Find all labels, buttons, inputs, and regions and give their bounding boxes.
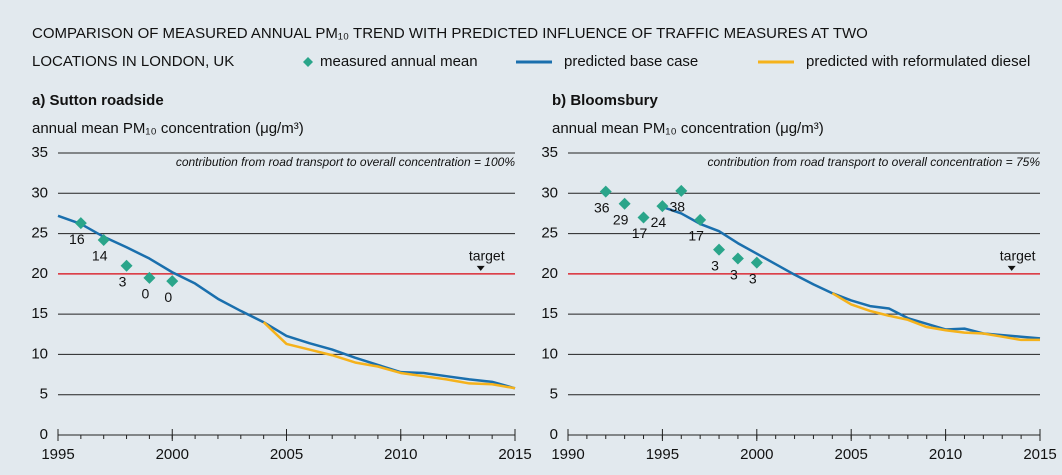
point-label: 0 (142, 286, 150, 302)
y-tick-label: 25 (541, 225, 558, 242)
data-point (97, 234, 110, 247)
point-label: 3 (119, 274, 127, 290)
point-label: 3 (711, 257, 719, 273)
x-tick-label: 2005 (270, 446, 303, 463)
data-point (656, 200, 669, 213)
data-point (143, 271, 156, 284)
x-tick-label: 2000 (156, 446, 189, 463)
y-tick-label: 5 (40, 386, 48, 403)
point-label: 38 (669, 199, 685, 215)
data-point (618, 197, 631, 210)
legend-label: predicted with reformulated diesel (806, 53, 1030, 70)
x-tick-label: 2015 (498, 446, 531, 463)
target-label: target (469, 248, 505, 264)
x-tick-label: 2005 (835, 446, 868, 463)
legend-label: predicted base case (564, 53, 698, 70)
point-label: 14 (92, 248, 108, 264)
series-line (262, 321, 516, 390)
y-tick-label: 30 (31, 184, 48, 201)
x-tick-label: 2000 (740, 446, 773, 463)
y-tick-label: 10 (541, 345, 558, 362)
chart-title: COMPARISON OF MEASURED ANNUAL PM₁₀ TREND… (32, 25, 868, 42)
target-label: target (1000, 248, 1036, 264)
data-point (166, 275, 179, 288)
y-tick-label: 0 (550, 426, 558, 443)
y-tick-label: 15 (541, 305, 558, 322)
legend-marker (303, 57, 313, 67)
y-tick-label: 20 (541, 265, 558, 282)
data-point (637, 211, 650, 224)
chart-title: LOCATIONS IN LONDON, UK (32, 53, 234, 70)
point-label: 3 (749, 270, 757, 286)
y-axis-label: annual mean PM₁₀ concentration (μg/m³) (552, 120, 824, 137)
y-tick-label: 20 (31, 265, 48, 282)
y-tick-label: 30 (541, 184, 558, 201)
panel-title: a) Sutton roadside (32, 92, 164, 109)
data-point (74, 217, 87, 230)
point-label: 29 (613, 211, 629, 227)
data-point (599, 185, 612, 198)
data-point (750, 256, 763, 269)
legend-label: measured annual mean (320, 53, 478, 70)
y-tick-label: 25 (31, 225, 48, 242)
data-point (120, 259, 133, 272)
point-label: 36 (594, 199, 610, 215)
x-tick-label: 1995 (646, 446, 679, 463)
point-label: 17 (688, 228, 704, 244)
y-tick-label: 10 (31, 345, 48, 362)
point-label: 3 (730, 266, 738, 282)
x-tick-label: 2015 (1023, 446, 1056, 463)
data-point (731, 252, 744, 265)
x-tick-label: 1995 (41, 446, 74, 463)
point-label: 16 (69, 231, 85, 247)
data-point (675, 184, 688, 197)
annotation: contribution from road transport to over… (707, 155, 1040, 169)
data-point (713, 243, 726, 256)
x-tick-label: 2010 (384, 446, 417, 463)
target-marker (1007, 265, 1016, 271)
y-tick-label: 35 (541, 144, 558, 161)
y-tick-label: 5 (550, 386, 558, 403)
point-label: 24 (651, 214, 667, 230)
series-line (661, 205, 1041, 340)
annotation: contribution from road transport to over… (176, 155, 516, 169)
x-tick-label: 1990 (551, 446, 584, 463)
x-tick-label: 2010 (929, 446, 962, 463)
target-marker (476, 265, 485, 271)
y-tick-label: 0 (40, 426, 48, 443)
panel-title: b) Bloomsbury (552, 92, 658, 109)
point-label: 0 (164, 289, 172, 305)
series-line (831, 292, 1040, 342)
point-label: 17 (632, 225, 648, 241)
data-point (694, 213, 707, 226)
y-tick-label: 35 (31, 144, 48, 161)
series-line (57, 214, 516, 390)
y-axis-label: annual mean PM₁₀ concentration (μg/m³) (32, 120, 304, 137)
y-tick-label: 15 (31, 305, 48, 322)
